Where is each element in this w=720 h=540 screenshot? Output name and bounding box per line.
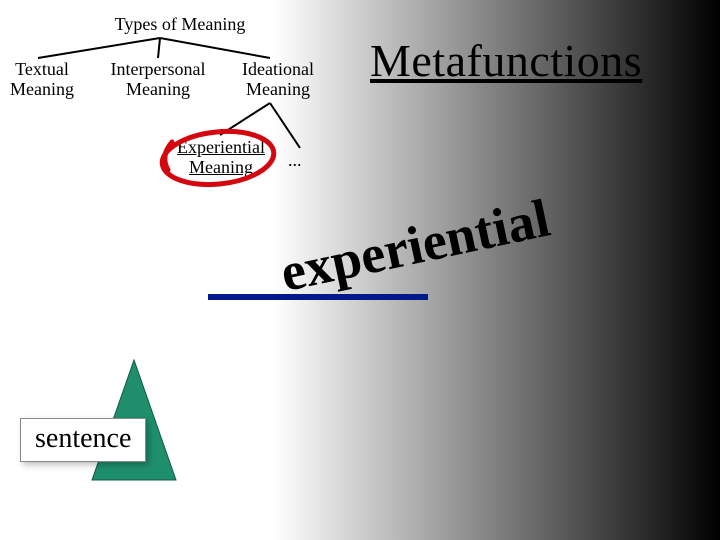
headline-metafunctions: Metafunctions — [370, 34, 642, 87]
leaf-textual-line1: Textual — [15, 59, 69, 79]
leaf-ideational: Ideational Meaning — [228, 60, 328, 100]
leaf-interpersonal-line2: Meaning — [126, 79, 190, 99]
leaf-interpersonal: Interpersonal Meaning — [98, 60, 218, 100]
sentence-box: sentence — [20, 418, 146, 462]
tree-title: Types of Meaning — [95, 14, 265, 35]
leaf-ideational-line1: Ideational — [242, 59, 314, 79]
subleaf-ellipsis: ... — [288, 150, 302, 171]
leaf-interpersonal-line1: Interpersonal — [111, 59, 206, 79]
leaf-textual-line2: Meaning — [10, 79, 74, 99]
big-word-experiential: experiential — [275, 187, 555, 304]
subleaf-experiential-line1: Experiential — [177, 137, 265, 157]
top-branch-lines — [38, 38, 270, 58]
subleaf-experiential: Experiential Meaning — [166, 138, 276, 178]
sentence-label: sentence — [35, 423, 131, 454]
leaf-ideational-line2: Meaning — [246, 79, 310, 99]
leaf-textual: Textual Meaning — [2, 60, 82, 100]
subleaf-experiential-line2: Meaning — [189, 157, 253, 177]
